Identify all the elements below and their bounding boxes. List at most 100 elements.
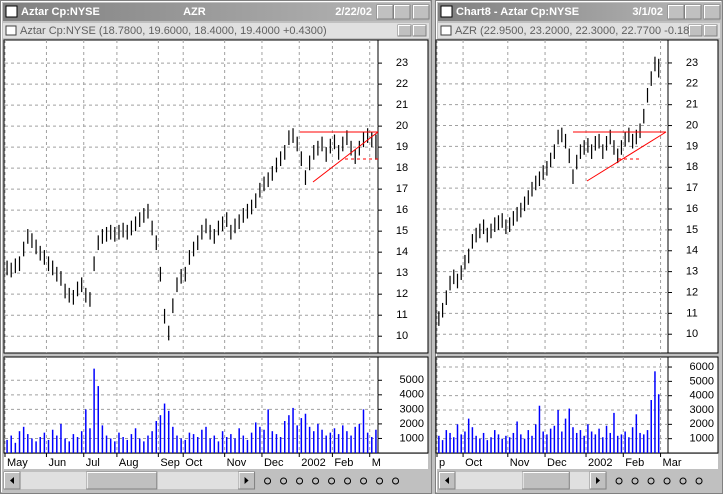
chart-window: Aztar Cp:NYSE AZR 2/22/02 Aztar Cp:NYSE (18… <box>0 0 432 494</box>
x-tick-label: Feb <box>334 457 353 469</box>
y-tick-label: 11 <box>686 307 697 319</box>
scroll-thumb[interactable] <box>522 471 570 490</box>
volume-tick-label: 4000 <box>400 389 424 401</box>
volume-panel <box>3 356 429 454</box>
date-axis-strip <box>4 454 428 469</box>
x-tick-label: 2002 <box>588 457 612 469</box>
zoom-vertical-icon <box>296 477 304 485</box>
y-tick-label: 23 <box>396 57 408 69</box>
menu-icon <box>392 477 400 485</box>
y-tick-label: 12 <box>396 288 408 300</box>
y-tick-label: 16 <box>396 204 408 216</box>
y-tick-label: 19 <box>686 140 698 152</box>
zoom-in-button[interactable] <box>340 474 355 488</box>
volume-tick-label: 2000 <box>400 418 424 430</box>
arrow-icon <box>10 477 14 484</box>
x-tick-label: p <box>439 457 445 469</box>
y-tick-label: 19 <box>396 141 408 153</box>
x-tick-label: Oct <box>465 457 482 469</box>
y-tick-label: 22 <box>686 78 698 90</box>
restore-pane-button[interactable] <box>688 24 703 37</box>
y-tick-label: 22 <box>396 78 408 90</box>
zoom-vertical-icon <box>647 477 655 485</box>
maximize-button-highlight <box>394 5 410 19</box>
minimize-button[interactable] <box>667 4 685 20</box>
volume-tick-label: 1000 <box>690 433 714 445</box>
x-tick-label: Nov <box>227 457 247 469</box>
zoom-vertical-button[interactable] <box>644 474 659 488</box>
zoom-vertical-button[interactable] <box>292 474 307 488</box>
refresh-button[interactable] <box>260 474 275 488</box>
y-tick-label: 17 <box>396 183 408 195</box>
y-tick-label: 16 <box>686 203 698 215</box>
pan-button[interactable] <box>308 474 323 488</box>
minimize-button-highlight <box>377 5 393 19</box>
zoom-in-button[interactable] <box>692 474 707 488</box>
y-tick-label: 12 <box>686 286 698 298</box>
close-pane-button[interactable] <box>703 24 718 37</box>
density-icon <box>631 477 639 485</box>
close-pane-button-highlight <box>704 25 717 36</box>
trendlines <box>300 131 667 183</box>
chart-header-text: Aztar Cp:NYSE (18.7800, 19.6000, 18.4000… <box>20 25 327 37</box>
minimize-button-highlight <box>668 5 684 19</box>
chart-header <box>438 23 720 38</box>
x-tick-label: Sep <box>160 457 180 469</box>
title-bar <box>438 3 720 21</box>
y-tick-label: 14 <box>686 245 698 257</box>
volume-tick-label: 5000 <box>400 374 424 386</box>
scroll-thumb-highlight <box>522 472 569 489</box>
scroll-left-button-highlight <box>439 472 455 489</box>
density-button[interactable] <box>276 474 291 488</box>
refresh-button[interactable] <box>612 474 627 488</box>
page-left-icon <box>360 477 368 485</box>
date-axis-strip <box>436 454 718 469</box>
restore-pane-button-highlight <box>689 25 702 36</box>
maximize-button[interactable] <box>684 4 702 20</box>
page-right-icon <box>376 477 384 485</box>
volume-tick-label: 1000 <box>400 432 424 444</box>
restore-pane-button[interactable] <box>397 24 412 37</box>
close-button[interactable] <box>703 4 721 20</box>
pan-icon <box>663 477 671 485</box>
refresh-icon <box>264 477 272 485</box>
close-button[interactable] <box>412 4 430 20</box>
x-tick-label: Jun <box>48 457 66 469</box>
arrow-icon <box>445 477 449 484</box>
pan-icon <box>312 477 320 485</box>
x-tick-label: May <box>7 457 28 469</box>
pan-button[interactable] <box>660 474 675 488</box>
minimize-button[interactable] <box>376 4 394 20</box>
volume-tick-label: 4000 <box>690 390 714 402</box>
close-button-highlight <box>413 5 429 19</box>
zoom-out-button[interactable] <box>324 474 339 488</box>
y-tick-label: 10 <box>396 330 408 342</box>
x-tick-label: Nov <box>510 457 530 469</box>
page-right-button[interactable] <box>372 474 387 488</box>
zoom-out-icon <box>679 477 687 485</box>
price-panel <box>435 39 719 354</box>
zoom-in-icon <box>344 477 352 485</box>
x-tick-label: Mar <box>663 457 682 469</box>
scroll-thumb[interactable] <box>86 471 158 490</box>
close-pane-button[interactable] <box>412 24 427 37</box>
maximize-button[interactable] <box>393 4 411 20</box>
chart-header-icon <box>5 25 17 36</box>
y-tick-label: 21 <box>396 99 408 111</box>
chart-header <box>3 23 429 38</box>
menu-button[interactable] <box>388 474 403 488</box>
x-tick-label: Jul <box>86 457 100 469</box>
window-date: 3/1/02 <box>632 6 663 18</box>
arrow-icon <box>244 477 249 484</box>
y-tick-label: 13 <box>686 266 698 278</box>
density-button[interactable] <box>628 474 643 488</box>
scroll-thumb-highlight <box>86 472 157 489</box>
x-tick-label: Oct <box>185 457 202 469</box>
y-tick-label: 17 <box>686 182 698 194</box>
y-tick-label: 11 <box>396 309 407 321</box>
zoom-out-button[interactable] <box>676 474 691 488</box>
page-left-button[interactable] <box>356 474 371 488</box>
window-title: Chart8 - Aztar Cp:NYSE <box>456 6 579 18</box>
window-title: Aztar Cp:NYSE <box>21 6 100 18</box>
volume-tick-label: 5000 <box>690 375 714 387</box>
